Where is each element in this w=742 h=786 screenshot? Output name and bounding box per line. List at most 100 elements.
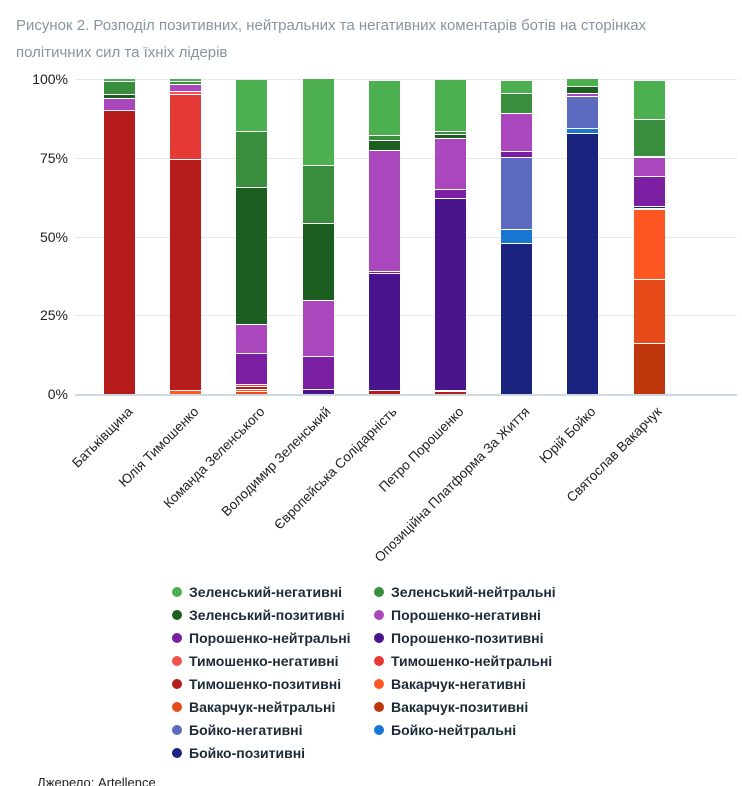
bar-segment[interactable]: [435, 198, 466, 391]
legend-item[interactable]: Вакарчук-негативні: [374, 674, 742, 694]
legend-item[interactable]: Порошенко-позитивні: [374, 628, 742, 648]
bar-segment[interactable]: [236, 385, 268, 388]
bar-segment[interactable]: [501, 94, 533, 114]
bar-segment[interactable]: [170, 78, 202, 83]
legend-item[interactable]: Тимошенко-негативні: [172, 651, 364, 671]
bar-segment[interactable]: [501, 113, 533, 152]
bar-segment[interactable]: [633, 206, 665, 209]
bar-segment[interactable]: [633, 208, 665, 211]
bar-7: [501, 79, 533, 394]
bar-segment[interactable]: [501, 230, 533, 245]
bar-segment[interactable]: [302, 389, 334, 394]
legend-item[interactable]: Зеленський-нейтральні: [374, 582, 742, 602]
bar-segment[interactable]: [368, 136, 400, 142]
bar-segment[interactable]: [170, 92, 202, 95]
bar-segment[interactable]: [368, 80, 400, 137]
bar-segment[interactable]: [567, 86, 599, 95]
legend-item[interactable]: Бойко-нейтральні: [374, 720, 742, 740]
legend-item[interactable]: Бойко-негативні: [172, 720, 364, 740]
legend-item[interactable]: Тимошенко-позитивні: [172, 674, 364, 694]
legend-dot-icon: [374, 610, 384, 620]
legend-label: Порошенко-нейтральні: [189, 630, 351, 646]
legend-label: Бойко-нейтральні: [391, 722, 517, 738]
legend-item[interactable]: Вакарчук-позитивні: [374, 697, 742, 717]
bar-segment[interactable]: [236, 387, 268, 390]
bar-segment[interactable]: [368, 141, 400, 151]
bar-segment[interactable]: [302, 301, 334, 358]
bar-segment[interactable]: [435, 80, 466, 133]
bar-segment[interactable]: [236, 80, 268, 132]
bar-segment[interactable]: [435, 138, 466, 190]
bar-segment[interactable]: [236, 324, 268, 354]
legend-dot-icon: [172, 725, 182, 735]
bar-segment[interactable]: [567, 134, 599, 394]
bar-segment[interactable]: [501, 80, 533, 95]
bar-segment[interactable]: [236, 187, 268, 325]
legend-item[interactable]: Зеленський-позитивні: [172, 605, 364, 625]
bar-segment[interactable]: [104, 99, 135, 111]
bar-segment[interactable]: [170, 160, 202, 391]
bar-segment[interactable]: [170, 82, 202, 86]
bar-segment[interactable]: [567, 129, 599, 135]
bar-segment[interactable]: [104, 110, 135, 394]
bar-segment[interactable]: [633, 344, 665, 394]
legend-dot-icon: [172, 702, 182, 712]
bar-segment[interactable]: [633, 120, 665, 157]
bar-segment[interactable]: [302, 357, 334, 390]
gridline: [75, 79, 737, 80]
bar-segment[interactable]: [236, 391, 268, 394]
bar-segment[interactable]: [567, 94, 599, 98]
legend-label: Порошенко-негативні: [391, 607, 541, 623]
bar-segment[interactable]: [633, 156, 665, 159]
bar-2: [170, 78, 202, 394]
gridline: [75, 315, 737, 317]
bar-segment[interactable]: [435, 132, 466, 135]
bar-segment[interactable]: [236, 131, 268, 188]
bar-segment[interactable]: [435, 392, 466, 394]
y-axis-tick-label: 75%: [39, 149, 68, 166]
legend-item[interactable]: Тимошенко-нейтральні: [374, 651, 742, 671]
bar-segment[interactable]: [435, 390, 466, 393]
bar-segment[interactable]: [633, 80, 665, 121]
legend-dot-icon: [374, 725, 384, 735]
bar-segment[interactable]: [633, 210, 665, 280]
bar-segment[interactable]: [104, 94, 135, 100]
bar-segment[interactable]: [170, 94, 202, 161]
y-axis-tick-label: 25%: [39, 307, 68, 324]
bar-segment[interactable]: [567, 97, 599, 130]
legend-label: Зеленський-негативні: [189, 584, 343, 600]
bar-segment[interactable]: [302, 79, 334, 166]
bar-segment[interactable]: [368, 150, 400, 272]
legend-item[interactable]: Бойко-позитивні: [172, 743, 364, 763]
bar-segment[interactable]: [633, 158, 665, 178]
bar-segment[interactable]: [104, 82, 135, 95]
bar-segment[interactable]: [170, 85, 202, 93]
legend-label: Зеленський-нейтральні: [391, 584, 556, 600]
figure-title: Рисунок 2. Розподіл позитивних, нейтраль…: [16, 17, 647, 61]
bar-5: [368, 79, 400, 394]
bar-segment[interactable]: [368, 390, 400, 394]
bar-segment[interactable]: [435, 189, 466, 199]
bar-segment[interactable]: [302, 165, 334, 225]
bar-segment[interactable]: [104, 79, 135, 83]
bar-segment[interactable]: [633, 279, 665, 345]
legend-label: Порошенко-позитивні: [391, 630, 544, 646]
legend-item[interactable]: Вакарчук-нейтральні: [172, 697, 364, 717]
bar-segment[interactable]: [501, 158, 533, 231]
bar-segment[interactable]: [501, 151, 533, 159]
bar-segment[interactable]: [170, 390, 202, 394]
bar-segment[interactable]: [633, 177, 665, 207]
legend-item[interactable]: Порошенко-нейтральні: [172, 628, 364, 648]
bar-segment[interactable]: [501, 244, 533, 394]
legend-item[interactable]: Зеленський-негативні: [172, 582, 364, 602]
legend-item[interactable]: Порошенко-негативні: [374, 605, 742, 625]
bar-segment[interactable]: [236, 389, 268, 392]
bar-segment[interactable]: [567, 79, 599, 87]
bar-segment[interactable]: [435, 134, 466, 139]
bar-segment[interactable]: [302, 224, 334, 302]
bar-segment[interactable]: [236, 353, 268, 386]
legend-dot-icon: [374, 633, 384, 643]
bar-segment[interactable]: [368, 271, 400, 275]
bar-segment[interactable]: [368, 274, 400, 391]
